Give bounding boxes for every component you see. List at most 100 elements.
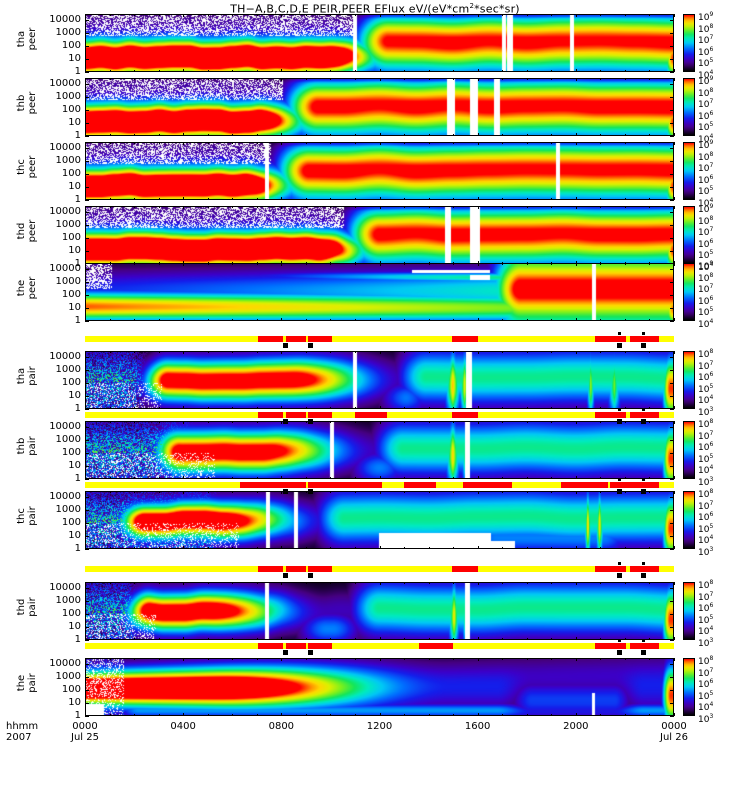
x-minor-tick-mark <box>208 658 209 660</box>
title-exponent: 2 <box>469 2 475 10</box>
colorbar-tick-base: 10 <box>698 296 710 307</box>
y-tick-mark <box>670 225 674 226</box>
x-minor-tick-mark <box>502 582 503 584</box>
colorbar-tick-label: 104 <box>698 196 713 209</box>
x-minor-tick-mark <box>306 134 307 136</box>
y-tick-mark <box>670 409 674 410</box>
x-minor-tick-mark <box>453 14 454 16</box>
x-tick-mark <box>85 263 86 266</box>
y-tick-mark <box>670 510 674 511</box>
x-tick-mark <box>380 69 381 72</box>
colorbar-tick-base: 10 <box>698 135 710 145</box>
x-minor-tick-mark <box>110 351 111 353</box>
x-minor-tick-mark <box>600 658 601 660</box>
x-tick-mark <box>576 421 577 424</box>
y-tick-mark <box>85 72 89 73</box>
x-minor-tick-mark <box>134 658 135 660</box>
y-tick-label: 1000 <box>55 671 81 683</box>
x-minor-tick-mark <box>429 206 430 208</box>
x-minor-tick-mark <box>527 351 528 353</box>
x-minor-tick-mark <box>429 477 430 479</box>
mode-bar-segment <box>418 643 454 649</box>
colorbar-tick-exponent: 5 <box>709 185 714 193</box>
colorbar-tha-pair <box>683 351 695 409</box>
y-tick-mark <box>85 269 89 270</box>
y-tick-mark <box>85 238 89 239</box>
y-tick-label: 1000 <box>55 364 81 376</box>
panel-label-thd-peer: thd peer <box>16 202 38 260</box>
x-minor-tick-mark <box>502 263 503 265</box>
y-tick-mark <box>670 664 674 665</box>
mode-bar-segment <box>258 336 283 342</box>
mode-bar-segment <box>629 566 660 572</box>
y-tick-mark <box>670 46 674 47</box>
colorbar-tick-base: 10 <box>698 454 710 465</box>
x-minor-tick-mark <box>527 658 528 660</box>
y-tick-mark <box>670 440 674 441</box>
x-minor-tick-mark <box>600 142 601 144</box>
mode-bar-marker <box>641 419 647 424</box>
panel-label-instrument: pair <box>27 597 38 617</box>
colorbar-tick-base: 10 <box>698 668 710 679</box>
x-minor-tick-mark <box>625 547 626 549</box>
panel-tha-peer <box>85 14 674 72</box>
x-minor-tick-mark <box>159 134 160 136</box>
mode-bar-marker <box>616 343 622 348</box>
x-tick-mark <box>85 78 86 81</box>
x-minor-tick-mark <box>649 638 650 640</box>
x-minor-tick-mark <box>306 198 307 200</box>
x-minor-tick-mark <box>208 14 209 16</box>
x-tick-mark <box>674 14 675 17</box>
y-tick-mark <box>85 614 89 615</box>
x-minor-tick-mark <box>649 134 650 136</box>
x-minor-tick-mark <box>404 658 405 660</box>
y-tick-label: 10 <box>68 302 81 314</box>
x-tick-mark <box>380 637 381 640</box>
x-tick-mark <box>85 206 86 209</box>
x-tick-mark <box>674 637 675 640</box>
colorbar-tick-exponent: 9 <box>709 75 714 82</box>
mode-bar-segment <box>595 412 627 418</box>
colorbar-tick-exponent: 7 <box>709 283 714 291</box>
x-minor-tick-mark <box>453 638 454 640</box>
x-tick-mark <box>183 142 184 145</box>
x-minor-tick-mark <box>404 78 405 80</box>
x-minor-tick-mark <box>159 491 160 493</box>
x-tick-mark <box>674 78 675 81</box>
colorbar-tick-exponent: 8 <box>709 579 714 586</box>
x-tick-mark <box>85 421 86 424</box>
x-tick-mark <box>183 351 184 354</box>
x-minor-tick-mark <box>330 319 331 321</box>
panel-thb-peer <box>85 78 674 136</box>
x-minor-tick-mark <box>404 319 405 321</box>
mode-bar-segment <box>462 482 513 488</box>
mode-bar-segment <box>308 412 332 418</box>
x-minor-tick-mark <box>502 78 503 80</box>
x-minor-tick-mark <box>232 658 233 660</box>
colorbar-tick-exponent: 8 <box>709 418 714 425</box>
colorbar-tick-label: 105 <box>698 248 713 261</box>
colorbar-tick-exponent: 5 <box>709 306 714 314</box>
x-minor-tick-mark <box>355 70 356 72</box>
x-minor-tick-mark <box>330 658 331 660</box>
panel-label-probe: thc <box>16 508 27 524</box>
y-tick-label: 1 <box>74 710 81 721</box>
x-minor-tick-mark <box>404 70 405 72</box>
x-tick-mark <box>183 78 184 81</box>
x-minor-tick-mark <box>134 582 135 584</box>
spectrogram-image <box>86 264 673 320</box>
x-tick-mark <box>85 133 86 136</box>
y-tick-mark <box>670 321 674 322</box>
colorbar-tick-label: 104 <box>698 463 713 476</box>
x-minor-tick-mark <box>649 351 650 353</box>
colorbar-tick-base: 10 <box>698 141 710 151</box>
x-minor-tick-mark <box>551 547 552 549</box>
y-tick-mark <box>670 536 674 537</box>
colorbar-tick-label: 107 <box>698 225 713 238</box>
colorbar-tick-exponent: 7 <box>709 499 714 507</box>
colorbar-tick-label: 107 <box>698 161 713 174</box>
y-tick-mark <box>670 282 674 283</box>
colorbar-tick-exponent: 3 <box>709 476 714 483</box>
y-tick-label: 1 <box>74 194 81 205</box>
x-minor-tick-mark <box>306 78 307 80</box>
